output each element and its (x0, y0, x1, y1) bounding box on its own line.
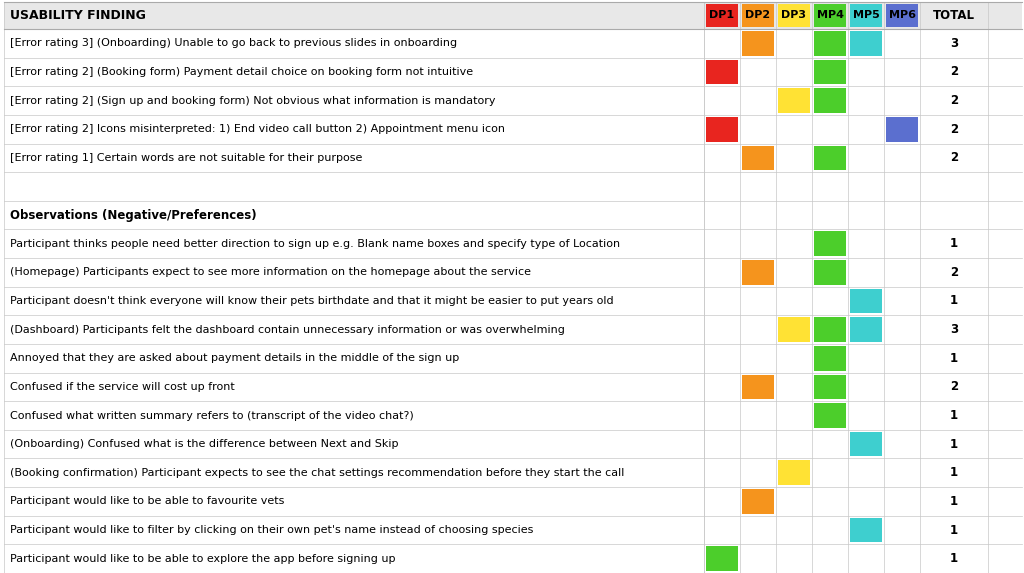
Bar (4, 87, 1022, 115)
Bar (742, 375, 774, 399)
Text: USABILITY FINDING: USABILITY FINDING (10, 9, 145, 22)
Bar (814, 88, 846, 113)
Text: (Dashboard) Participants felt the dashboard contain unnecessary information or w: (Dashboard) Participants felt the dashbo… (10, 325, 565, 335)
Text: MP6: MP6 (889, 10, 915, 21)
Text: 1: 1 (950, 495, 958, 508)
Text: 1: 1 (950, 438, 958, 450)
Text: Participant doesn't think everyone will know their pets birthdate and that it mi: Participant doesn't think everyone will … (10, 296, 613, 306)
Text: 3: 3 (950, 323, 958, 336)
Text: [Error rating 3] (Onboarding) Unable to go back to previous slides in onboarding: [Error rating 3] (Onboarding) Unable to … (10, 38, 457, 48)
Text: 2: 2 (950, 123, 958, 136)
Text: [Error rating 2] (Sign up and booking form) Not obvious what information is mand: [Error rating 2] (Sign up and booking fo… (10, 96, 496, 105)
Bar (4, 201, 1022, 229)
Bar (4, 172, 1022, 201)
Bar (706, 60, 738, 84)
Bar (4, 2, 1022, 29)
Text: 1: 1 (950, 524, 958, 536)
Text: Confused what written summary refers to (transcript of the video chat?): Confused what written summary refers to … (10, 410, 414, 421)
Bar (742, 146, 774, 170)
Bar (814, 60, 846, 84)
Bar (778, 4, 810, 27)
Bar (4, 544, 1022, 573)
Bar (742, 4, 774, 27)
Text: Observations (Negative/Preferences): Observations (Negative/Preferences) (10, 209, 257, 222)
Text: DP1: DP1 (710, 10, 734, 21)
Bar (778, 461, 810, 485)
Text: 2: 2 (950, 65, 958, 79)
Bar (4, 372, 1022, 401)
Text: Participant would like to be able to explore the app before signing up: Participant would like to be able to exp… (10, 554, 395, 564)
Bar (742, 260, 774, 285)
Text: DP2: DP2 (745, 10, 771, 21)
Bar (4, 315, 1022, 344)
Bar (814, 260, 846, 285)
Text: 1: 1 (950, 409, 958, 422)
Text: TOTAL: TOTAL (933, 9, 975, 22)
Bar (850, 31, 882, 56)
Bar (814, 403, 846, 428)
Bar (4, 58, 1022, 87)
Bar (4, 286, 1022, 315)
Text: (Homepage) Participants expect to see more information on the homepage about the: (Homepage) Participants expect to see mo… (10, 268, 531, 277)
Bar (706, 117, 738, 142)
Bar (4, 430, 1022, 458)
Text: 2: 2 (950, 380, 958, 394)
Text: 1: 1 (950, 352, 958, 365)
Bar (4, 258, 1022, 286)
Bar (814, 146, 846, 170)
Bar (4, 401, 1022, 430)
Bar (4, 344, 1022, 372)
Bar (4, 115, 1022, 143)
Text: MP4: MP4 (816, 10, 844, 21)
Bar (778, 317, 810, 342)
Bar (742, 489, 774, 514)
Bar (4, 143, 1022, 172)
Text: 1: 1 (950, 237, 958, 250)
Text: [Error rating 1] Certain words are not suitable for their purpose: [Error rating 1] Certain words are not s… (10, 153, 362, 163)
Bar (814, 346, 846, 371)
Bar (814, 231, 846, 256)
Text: Annoyed that they are asked about payment details in the middle of the sign up: Annoyed that they are asked about paymen… (10, 354, 459, 363)
Bar (4, 516, 1022, 544)
Text: 2: 2 (950, 94, 958, 107)
Bar (4, 458, 1022, 487)
Text: Participant thinks people need better direction to sign up e.g. Blank name boxes: Participant thinks people need better di… (10, 239, 621, 249)
Bar (850, 4, 882, 27)
Bar (742, 31, 774, 56)
Text: 2: 2 (950, 266, 958, 279)
Text: [Error rating 2] Icons misinterpreted: 1) End video call button 2) Appointment m: [Error rating 2] Icons misinterpreted: 1… (10, 124, 505, 134)
Bar (814, 31, 846, 56)
Text: 3: 3 (950, 37, 958, 50)
Bar (706, 4, 738, 27)
Text: Participant would like to be able to favourite vets: Participant would like to be able to fav… (10, 496, 285, 507)
Text: 2: 2 (950, 151, 958, 164)
Text: Confused if the service will cost up front: Confused if the service will cost up fro… (10, 382, 234, 392)
Bar (886, 4, 918, 27)
Text: 1: 1 (950, 295, 958, 308)
Bar (814, 4, 846, 27)
Text: (Onboarding) Confused what is the difference between Next and Skip: (Onboarding) Confused what is the differ… (10, 439, 398, 449)
Text: DP3: DP3 (781, 10, 807, 21)
Bar (850, 289, 882, 313)
Bar (814, 317, 846, 342)
Text: [Error rating 2] (Booking form) Payment detail choice on booking form not intuit: [Error rating 2] (Booking form) Payment … (10, 67, 473, 77)
Text: (Booking confirmation) Participant expects to see the chat settings recommendati: (Booking confirmation) Participant expec… (10, 468, 625, 478)
Bar (778, 88, 810, 113)
Text: 1: 1 (950, 466, 958, 479)
Bar (850, 518, 882, 543)
Bar (4, 487, 1022, 516)
Text: MP5: MP5 (853, 10, 880, 21)
Text: 1: 1 (950, 552, 958, 565)
Bar (814, 375, 846, 399)
Bar (706, 547, 738, 571)
Bar (850, 432, 882, 457)
Bar (886, 117, 918, 142)
Bar (850, 317, 882, 342)
Text: Participant would like to filter by clicking on their own pet's name instead of : Participant would like to filter by clic… (10, 525, 534, 535)
Bar (4, 29, 1022, 58)
Bar (4, 229, 1022, 258)
